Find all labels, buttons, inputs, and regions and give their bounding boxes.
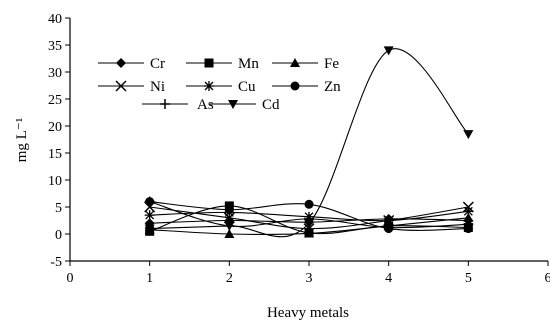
x-tick-label: 5 — [465, 271, 472, 286]
legend-item-cu: Cu — [186, 79, 256, 95]
data-point-as — [463, 219, 474, 230]
y-tick-label: 5 — [55, 201, 62, 216]
data-point-ni — [303, 223, 315, 235]
y-tick-label: 15 — [48, 147, 62, 162]
data-point-zn — [304, 199, 314, 209]
legend-item-ni: Ni — [98, 79, 165, 95]
legend-label-cr: Cr — [150, 56, 165, 72]
legend-marker-mn — [204, 58, 214, 68]
data-point-as — [144, 196, 155, 207]
x-tick-label: 1 — [146, 271, 153, 286]
data-point-zn — [224, 205, 234, 215]
legend-label-ni: Ni — [150, 79, 165, 95]
data-point-cd — [383, 46, 394, 56]
data-point-cu — [144, 210, 155, 221]
data-point-ni — [223, 212, 235, 224]
data-point-cu — [383, 215, 394, 226]
legend-marker-cd — [228, 100, 238, 109]
legend-label-zn: Zn — [324, 79, 341, 95]
data-point-cd — [463, 130, 474, 140]
data-point-cd — [144, 224, 155, 234]
x-axis-label: Heavy metals — [267, 305, 349, 320]
x-tick-label: 4 — [385, 271, 392, 286]
data-point-cd — [304, 219, 314, 229]
data-point-cd — [224, 221, 235, 231]
legend-label-as: As — [197, 97, 214, 113]
legend-item-zn: Zn — [272, 79, 341, 95]
x-tick-label: 2 — [226, 271, 233, 286]
axes: -5 0 5 10 15 20 25 30 35 40 0 1 2 3 4 5 6 — [48, 12, 550, 286]
data-point-fe — [224, 229, 235, 238]
series-cd — [144, 46, 474, 238]
legend-label-mn: Mn — [238, 56, 259, 72]
legend-item-as: As — [142, 97, 214, 113]
legend-marker-ni — [115, 80, 127, 92]
legend-marker-cr — [116, 58, 126, 68]
y-tick-label: 30 — [48, 66, 62, 81]
y-tick-label: 10 — [48, 174, 62, 189]
x-tick-label: 0 — [67, 271, 74, 286]
y-axis-label: mg L⁻¹ — [14, 118, 30, 163]
y-tick-label: 0 — [55, 228, 62, 243]
legend-marker-cu — [204, 81, 214, 91]
y-tick-label: 35 — [48, 39, 62, 54]
legend-item-cr: Cr — [98, 56, 165, 72]
legend-item-mn: Mn — [186, 56, 259, 72]
y-tick-label: 40 — [48, 12, 62, 27]
x-tick-label: 3 — [306, 271, 313, 286]
legend-marker-fe — [290, 58, 300, 67]
x-tick-label: 6 — [545, 271, 550, 286]
legend-label-fe: Fe — [324, 56, 339, 72]
legend-item-cd: Cd — [210, 97, 280, 113]
legend-label-cd: Cd — [262, 97, 280, 113]
data-point-fe — [463, 212, 474, 222]
data-point-cu — [463, 206, 474, 217]
legend-marker-as — [160, 99, 170, 109]
series-line-cd — [149, 48, 469, 238]
legend-marker-zn — [290, 81, 300, 91]
data-point-as — [383, 222, 394, 233]
legend: Cr Mn Fe Ni Cu Zn As Cd — [98, 56, 341, 113]
y-tick-label: 20 — [48, 120, 62, 135]
data-point-fe — [304, 228, 314, 238]
series-layer — [144, 46, 474, 238]
legend-item-fe: Fe — [272, 56, 339, 72]
y-tick-label: 25 — [48, 93, 62, 108]
legend-label-cu: Cu — [238, 79, 256, 95]
y-tick-label: -5 — [50, 255, 62, 270]
